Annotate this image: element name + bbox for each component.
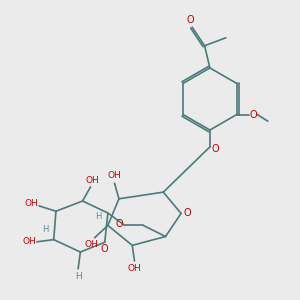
Text: OH: OH (85, 176, 99, 185)
Text: O: O (250, 110, 257, 119)
Text: O: O (101, 244, 109, 254)
Text: H: H (75, 272, 82, 281)
Text: OH: OH (22, 237, 36, 246)
Text: O: O (186, 16, 194, 26)
Text: O: O (212, 144, 219, 154)
Text: OH: OH (84, 240, 98, 249)
Text: O: O (183, 208, 190, 218)
Text: OH: OH (25, 199, 38, 208)
Text: H: H (43, 225, 49, 234)
Text: H: H (95, 212, 101, 221)
Text: OH: OH (128, 264, 141, 273)
Text: OH: OH (108, 171, 122, 180)
Text: O: O (115, 219, 123, 229)
